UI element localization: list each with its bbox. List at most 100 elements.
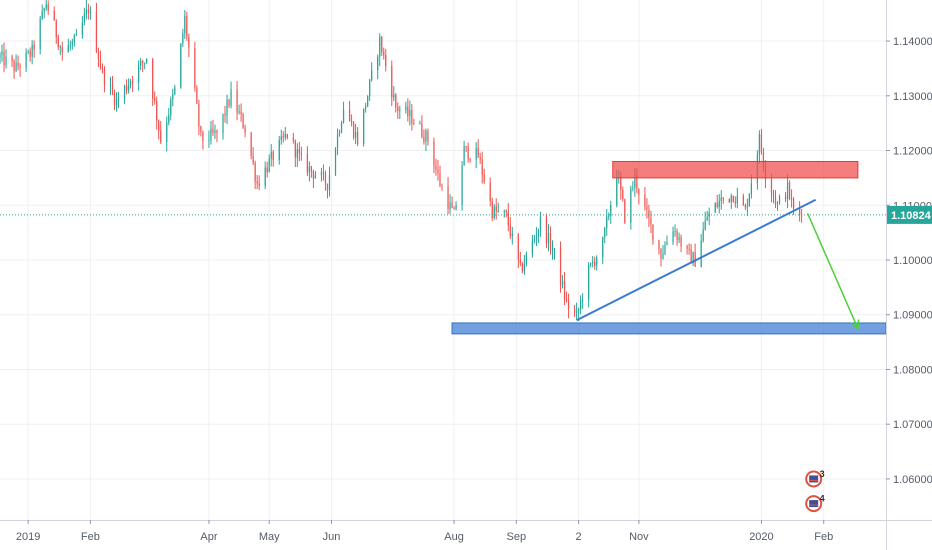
candle-body — [202, 132, 204, 141]
candle — [97, 47, 100, 67]
candle — [688, 243, 690, 255]
candle-body — [620, 177, 622, 191]
candle-body — [292, 137, 294, 141]
event-badge-count: 3 — [820, 469, 825, 479]
candle-body — [348, 110, 351, 122]
event-badge[interactable]: 3 — [805, 469, 825, 488]
candle — [47, 0, 49, 15]
candle — [760, 128, 763, 155]
candle-body — [475, 147, 477, 160]
candle — [354, 123, 357, 145]
candle-body — [127, 85, 130, 91]
candle — [533, 234, 536, 244]
candle — [662, 245, 664, 260]
candle-body — [505, 210, 507, 212]
candle — [123, 84, 126, 104]
candle-body — [718, 201, 720, 207]
candle-body — [622, 190, 624, 200]
candle — [352, 121, 355, 140]
candle-body — [411, 109, 413, 124]
candle-body — [172, 93, 174, 100]
candle-body — [188, 36, 190, 48]
candle-body — [602, 237, 604, 258]
projection-arrow[interactable] — [806, 213, 860, 330]
candle-body — [708, 212, 710, 217]
candle — [447, 177, 449, 215]
candle-body — [338, 132, 341, 135]
candle-body — [252, 156, 254, 164]
candle — [222, 113, 224, 140]
candle-body — [465, 146, 467, 148]
candle — [272, 149, 274, 167]
x-tick-label: Feb — [814, 531, 833, 543]
candle — [409, 100, 411, 126]
candle — [57, 34, 59, 51]
candle-body — [706, 216, 708, 221]
candle-body — [1, 51, 3, 56]
candle — [282, 131, 284, 143]
candle-body — [467, 146, 469, 160]
candle-body — [728, 198, 730, 202]
candle-body — [365, 106, 367, 109]
candle-body — [61, 47, 63, 53]
candle — [539, 211, 542, 237]
candle — [385, 48, 387, 72]
candle-body — [409, 109, 411, 117]
candle — [602, 236, 604, 265]
candle — [25, 48, 27, 72]
candle-body — [230, 89, 232, 106]
candle-body — [455, 204, 457, 210]
resistance-zone[interactable] — [612, 160, 859, 179]
candle-body — [194, 47, 196, 88]
candle-body — [678, 237, 680, 240]
candle-body — [714, 203, 716, 213]
candle — [55, 19, 57, 44]
candle — [507, 203, 509, 232]
candle-body — [81, 22, 83, 35]
candle — [790, 189, 793, 208]
candle — [268, 154, 270, 173]
candle-body — [71, 41, 73, 45]
candle-body — [634, 174, 636, 188]
candle — [256, 174, 258, 190]
candle — [226, 94, 228, 125]
candle — [69, 40, 71, 51]
drawings-layer[interactable]: 34 — [0, 160, 887, 513]
candle-body — [117, 98, 120, 100]
candle-body — [660, 249, 662, 259]
candle — [53, 6, 55, 21]
candle — [579, 295, 582, 315]
candle-body — [256, 181, 258, 184]
flag-canton-icon — [809, 475, 819, 483]
candle — [497, 202, 499, 213]
ascending-trendline[interactable] — [576, 198, 817, 322]
candle — [728, 198, 730, 203]
current-price-tag: 1.10824 — [887, 205, 932, 224]
candle — [381, 35, 383, 56]
event-badge[interactable]: 4 — [805, 494, 825, 513]
candle — [71, 38, 73, 50]
candle — [718, 193, 720, 214]
candle — [154, 91, 156, 105]
candle-body — [616, 178, 618, 206]
candle — [264, 161, 266, 189]
candle-body — [29, 51, 31, 57]
candle-body — [310, 166, 313, 172]
candle-body — [278, 140, 280, 161]
candle-body — [254, 163, 256, 182]
candle — [258, 175, 260, 191]
candle-body — [268, 158, 270, 173]
arrow-head-icon — [850, 319, 860, 330]
candle — [111, 76, 114, 96]
candle — [435, 158, 437, 176]
candle-body — [778, 196, 781, 203]
candle — [549, 226, 552, 255]
support-zone[interactable] — [451, 322, 887, 335]
candle-body — [559, 248, 562, 285]
candle-body — [722, 197, 724, 199]
candle — [676, 228, 678, 246]
candle-body — [590, 263, 592, 265]
candle — [196, 85, 198, 104]
candle — [391, 60, 393, 107]
